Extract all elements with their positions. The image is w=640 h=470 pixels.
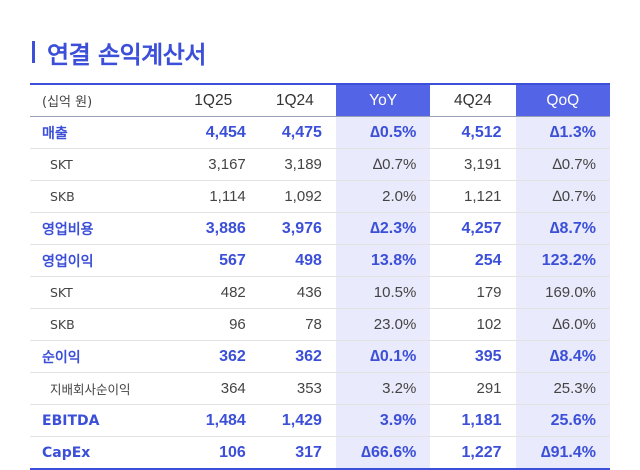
cell-yoy: 2.0%	[335, 180, 431, 213]
table-row: EBITDA 1,484 1,429 3.9% 1,181 25.6%	[30, 404, 610, 437]
page-title-text: 연결 손익계산서	[47, 40, 206, 69]
cell-1q24: 1,429	[281, 411, 322, 429]
cell-qoq: ∆8.4%	[515, 340, 610, 373]
cell-yoy: ∆66.6%	[335, 436, 431, 469]
unit-label: (십억 원)	[42, 95, 93, 110]
cell-yoy: ∆0.7%	[335, 148, 431, 181]
cell-yoy: ∆0.5%	[335, 116, 431, 149]
cell-1q25: 3,886	[205, 219, 246, 237]
cell-1q24: 317	[295, 443, 322, 461]
table-row: 매출 4,454 4,475 ∆0.5% 4,512 ∆1.3%	[30, 116, 610, 149]
cell-1q24: 436	[296, 284, 322, 301]
table-body: 매출 4,454 4,475 ∆0.5% 4,512 ∆1.3% SKT 3,167 3,189…	[30, 116, 610, 469]
title-accent-bar	[32, 41, 35, 63]
row-label: 영업비용	[42, 221, 94, 238]
cell-4q24: 395	[474, 347, 502, 365]
cell-4q24: 1,227	[461, 443, 502, 461]
row-label: 지배회사순이익	[50, 382, 131, 397]
cell-qoq: 25.3%	[515, 372, 610, 405]
row-label: 매출	[42, 125, 68, 142]
table-row: 지배회사순이익 364 353 3.2% 291 25.3%	[30, 372, 610, 405]
cell-qoq: 169.0%	[515, 276, 610, 309]
cell-4q24: 4,512	[461, 123, 502, 141]
row-label: EBITDA	[42, 412, 100, 429]
page-title: 연결 손익계산서	[32, 34, 206, 70]
cell-4q24: 1,121	[463, 188, 502, 205]
cell-1q25: 106	[219, 443, 246, 461]
table-row: SKT 482 436 10.5% 179 169.0%	[30, 276, 610, 309]
cell-1q25: 567	[219, 251, 246, 269]
cell-1q24: 362	[295, 347, 322, 365]
col-header-yoy: YoY	[335, 84, 431, 117]
cell-1q24: 498	[295, 251, 322, 269]
cell-1q25: 364	[220, 380, 246, 397]
col-header-qoq: QoQ	[515, 84, 610, 117]
cell-qoq: 123.2%	[515, 244, 610, 277]
cell-1q25: 4,454	[205, 123, 246, 141]
cell-4q24: 179	[476, 284, 502, 301]
cell-qoq: ∆6.0%	[515, 308, 610, 341]
cell-4q24: 291	[476, 380, 502, 397]
cell-1q25: 96	[229, 316, 246, 333]
col-header-4q24: 4Q24	[453, 91, 492, 109]
cell-yoy: 3.2%	[335, 372, 431, 405]
row-label: SKB	[50, 317, 75, 332]
table-row: SKT 3,167 3,189 ∆0.7% 3,191 ∆0.7%	[30, 148, 610, 181]
cell-1q24: 3,189	[284, 156, 322, 173]
cell-4q24: 102	[476, 316, 502, 333]
col-header-1q25: 1Q25	[194, 91, 233, 109]
cell-1q25: 3,167	[208, 156, 246, 173]
cell-yoy: 23.0%	[335, 308, 431, 341]
row-label: SKT	[50, 157, 73, 172]
cell-4q24: 1,181	[461, 411, 502, 429]
cell-yoy: ∆0.1%	[335, 340, 431, 373]
col-header-1q24: 1Q24	[275, 91, 314, 109]
row-label: 순이익	[42, 349, 81, 366]
cell-yoy: 13.8%	[335, 244, 431, 277]
cell-1q24: 4,475	[281, 123, 322, 141]
row-label: SKB	[50, 189, 75, 204]
cell-1q24: 1,092	[284, 188, 322, 205]
cell-qoq: ∆0.7%	[515, 148, 610, 181]
table-row: 순이익 362 362 ∆0.1% 395 ∆8.4%	[30, 340, 610, 373]
cell-1q25: 1,114	[209, 188, 246, 205]
table-row: 영업이익 567 498 13.8% 254 123.2%	[30, 244, 610, 277]
table-row: 영업비용 3,886 3,976 ∆2.3% 4,257 ∆8.7%	[30, 212, 610, 245]
table-row: SKB 96 78 23.0% 102 ∆6.0%	[30, 308, 610, 341]
cell-1q25: 482	[220, 284, 246, 301]
cell-qoq: 25.6%	[515, 404, 610, 437]
table-row: SKB 1,114 1,092 2.0% 1,121 ∆0.7%	[30, 180, 610, 213]
cell-4q24: 3,191	[463, 156, 502, 173]
income-statement-table: (십억 원) 1Q25 1Q24 YoY 4Q24 QoQ 매출 4,454 4,4…	[30, 83, 610, 470]
cell-4q24: 4,257	[461, 219, 502, 237]
table-header-row: (십억 원) 1Q25 1Q24 YoY 4Q24 QoQ	[30, 84, 610, 117]
cell-yoy: 10.5%	[335, 276, 431, 309]
cell-1q24: 353	[296, 380, 322, 397]
cell-1q25: 362	[219, 347, 246, 365]
row-label: 영업이익	[42, 253, 94, 270]
row-label: CapEx	[42, 444, 91, 461]
cell-1q25: 1,484	[205, 411, 246, 429]
cell-qoq: ∆1.3%	[515, 116, 610, 149]
cell-qoq: ∆91.4%	[515, 436, 610, 469]
cell-qoq: ∆8.7%	[515, 212, 610, 245]
cell-4q24: 254	[474, 251, 502, 269]
row-label: SKT	[50, 285, 73, 300]
table-row: CapEx 106 317 ∆66.6% 1,227 ∆91.4%	[30, 436, 610, 469]
cell-1q24: 78	[305, 316, 322, 333]
cell-yoy: ∆2.3%	[335, 212, 431, 245]
cell-1q24: 3,976	[281, 219, 322, 237]
cell-yoy: 3.9%	[335, 404, 431, 437]
cell-qoq: ∆0.7%	[515, 180, 610, 213]
